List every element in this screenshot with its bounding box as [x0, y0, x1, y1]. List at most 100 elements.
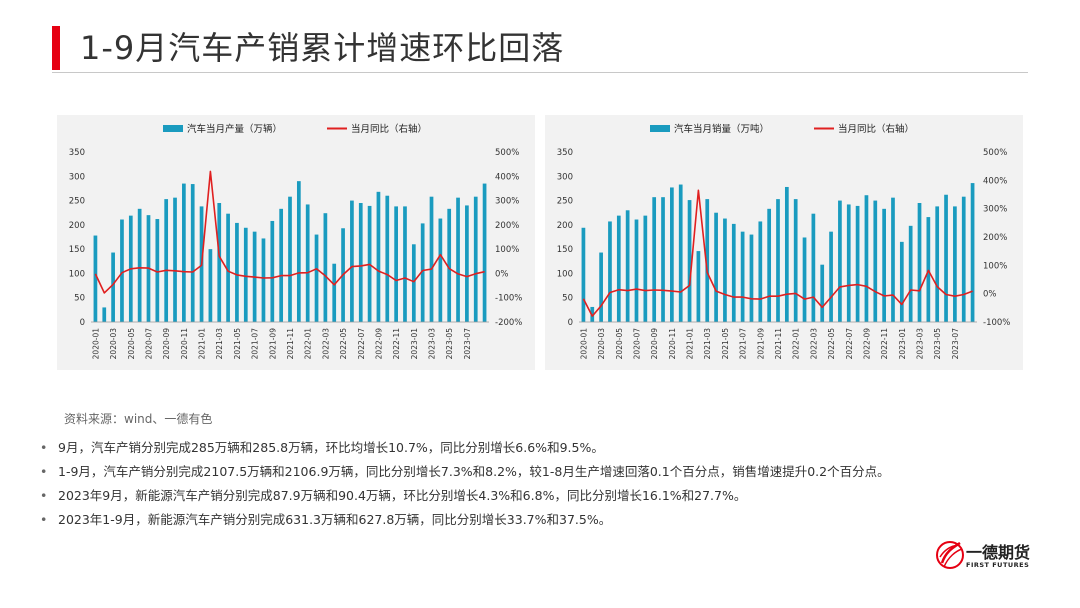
y-left-tick-label: 300: [69, 172, 85, 182]
bar: [705, 199, 710, 322]
bar: [731, 223, 736, 322]
x-tick-label: 2021-11: [774, 328, 783, 360]
bar: [776, 199, 780, 322]
y-right-tick-label: 0%: [495, 269, 509, 279]
data-source-note: 资料来源：wind、一德有色: [64, 412, 213, 426]
bullet-item: 2023年1-9月，新能源汽车产销分别完成631.3万辆和627.8万辆，同比分…: [40, 508, 890, 532]
y-right-tick-label: 300%: [495, 197, 519, 207]
bar: [350, 200, 354, 322]
bar: [802, 237, 807, 322]
bar: [93, 235, 98, 322]
bar: [608, 221, 612, 322]
legend-line-label: 当月同比（右轴）: [351, 123, 427, 135]
bar: [173, 197, 177, 322]
sales-chart: 汽车当月销量（万吨） 当月同比（右轴） 0 50 100 150 200 250 300 350 -…: [557, 123, 1011, 360]
y-right-tick-label: 500%: [495, 148, 519, 158]
bar: [961, 196, 966, 322]
bullet-item: 1-9月，汽车产销分别完成2107.5万辆和2106.9万辆，同比分别增长7.3…: [40, 460, 890, 484]
bar: [190, 184, 195, 322]
bar: [111, 252, 115, 322]
bar: [482, 183, 487, 322]
legend-bar-swatch: [163, 125, 183, 132]
x-tick-label: 2022-09: [374, 328, 383, 360]
x-tick-label: 2020-09: [650, 328, 659, 360]
x-tick-label: 2020-11: [668, 328, 677, 360]
bar: [616, 215, 621, 322]
x-tick-label: 2021-07: [739, 328, 748, 360]
x-tick-label: 2022-05: [827, 328, 836, 360]
y-left-tick-label: 250: [69, 197, 85, 207]
x-tick-label: 2022-11: [880, 328, 889, 360]
x-tick-label: 2023-03: [428, 328, 437, 360]
bar: [917, 203, 922, 322]
x-tick-label: 2022-07: [845, 328, 854, 360]
bar: [438, 218, 443, 322]
x-tick-label: 2023-05: [445, 328, 454, 360]
bar: [749, 234, 754, 322]
x-tick-label: 2020-05: [615, 328, 624, 360]
bar: [465, 205, 469, 322]
bar: [758, 221, 763, 322]
y-left-tick-label: 350: [69, 148, 85, 158]
bar: [882, 208, 886, 322]
x-tick-label: 2020-07: [144, 328, 153, 360]
bar: [279, 208, 284, 322]
bar: [767, 208, 772, 322]
x-tick-label: 2022-01: [792, 328, 801, 360]
bar: [944, 194, 948, 322]
x-tick-label: 2022-09: [862, 328, 871, 360]
bar: [182, 183, 186, 322]
bar: [420, 223, 425, 322]
y-right-tick-label: 200%: [983, 233, 1007, 243]
x-tick-label: 2021-01: [686, 328, 695, 360]
bar: [261, 238, 266, 322]
x-tick-label: 2021-01: [198, 328, 207, 360]
bar: [243, 227, 248, 322]
x-tick-label: 2020-09: [162, 328, 171, 360]
legend-bar-swatch: [650, 125, 670, 132]
y-left-tick-label: 350: [557, 148, 573, 158]
y-left-tick-label: 100: [69, 269, 85, 279]
bar: [447, 208, 452, 322]
y-left-tick-label: 200: [557, 221, 573, 231]
x-tick-label: 2023-07: [463, 328, 472, 360]
sales-chart-panel: 汽车当月销量（万吨） 当月同比（右轴） 0 50 100 150 200 250 300 350 -…: [545, 115, 1023, 370]
production-chart: 汽车当月产量（万辆） 当月同比（右轴） 0 50 100 150 200 250 300 350 -…: [69, 123, 523, 360]
bar: [270, 220, 275, 322]
y-right-tick-label: 500%: [983, 148, 1007, 158]
x-tick-label: 2020-11: [180, 328, 189, 360]
bar: [670, 187, 674, 322]
y-left-tick-label: 0: [568, 318, 573, 328]
bar: [296, 181, 301, 322]
x-tick-label: 2020-01: [91, 328, 100, 360]
x-tick-label: 2023-07: [951, 328, 960, 360]
x-tick-label: 2020-03: [597, 328, 606, 360]
y-right-tick-label: 200%: [495, 221, 519, 231]
bullet-list: 9月，汽车产销分别完成285万辆和285.8万辆，环比均增长10.7%，同比分别…: [40, 436, 890, 532]
x-tick-label: 2023-05: [933, 328, 942, 360]
bar: [634, 219, 639, 322]
bar: [811, 213, 816, 322]
bullet-item: 2023年9月，新能源汽车产销分别完成87.9万辆和90.4万辆，环比分别增长4…: [40, 484, 890, 508]
bar: [323, 213, 328, 322]
bar: [403, 206, 407, 322]
x-tick-label: 2021-05: [233, 328, 242, 360]
bar: [899, 241, 904, 322]
bar: [137, 208, 142, 322]
x-tick-label: 2020-01: [579, 328, 588, 360]
bullet-item: 9月，汽车产销分别完成285万辆和285.8万辆，环比均增长10.7%，同比分别…: [40, 436, 890, 460]
legend-line-label: 当月同比（右轴）: [838, 123, 914, 135]
bar: [411, 244, 416, 322]
yoy-line: [94, 170, 485, 294]
bar: [873, 200, 878, 322]
y-left-tick-label: 250: [557, 197, 573, 207]
y-right-tick-label: 400%: [495, 172, 519, 182]
x-tick-label: 2021-09: [756, 328, 765, 360]
bar: [305, 204, 310, 322]
y-left-tick-label: 300: [557, 172, 573, 182]
bar: [696, 251, 701, 322]
y-left-tick-label: 150: [557, 245, 573, 255]
bar: [358, 203, 363, 322]
logo-name: 一德期货: [966, 543, 1031, 562]
bar: [926, 217, 931, 322]
